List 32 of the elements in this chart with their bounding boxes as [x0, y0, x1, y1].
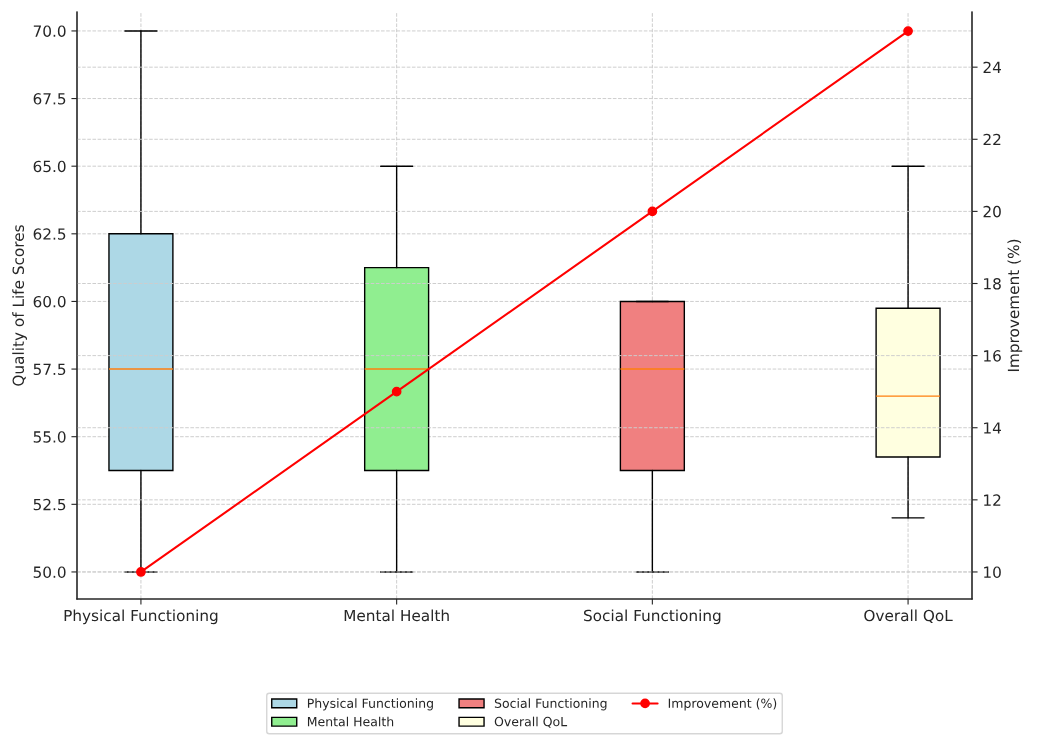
x-tick-label: Social Functioning	[583, 609, 721, 625]
legend-label: Mental Health	[307, 716, 394, 727]
legend-label: Physical Functioning	[307, 698, 433, 711]
y-tick-label: 52.5	[33, 498, 66, 511]
legend-label: Social Functioning	[494, 698, 607, 711]
y2-tick-label: 20	[983, 205, 1001, 218]
legend-label: Overall QoL	[494, 716, 568, 728]
y2-tick-label: 18	[984, 277, 1001, 290]
y2-tick-label: 16	[984, 350, 1001, 362]
legend-label: Improvement (%)	[668, 698, 777, 711]
x-tick-label: Physical Functioning	[64, 609, 218, 625]
point	[647, 206, 658, 217]
point	[136, 567, 146, 577]
x-tick-label: Mental Health	[344, 609, 449, 622]
y-tick-label: 57.5	[33, 363, 66, 376]
y-tick-label: 50.0	[33, 566, 66, 578]
y2-axis-title: Improvement (%)	[1007, 239, 1023, 372]
y-tick-label: 62.5	[33, 228, 66, 240]
y-tick-label: 65.0	[33, 160, 66, 173]
y2-tick-label: 24	[983, 61, 1001, 73]
y2-tick-label: 10	[984, 566, 1001, 578]
y-tick-label: 70.0	[33, 25, 66, 37]
y-tick-label: 60.0	[33, 295, 66, 308]
x-tick-label: Overall QoL	[864, 609, 953, 623]
y-tick-label: 55.0	[33, 431, 66, 443]
y2-tick-label: 22	[983, 133, 1001, 146]
y2-tick-label: 14	[984, 422, 1001, 434]
y2-tick-label: 12	[984, 494, 1001, 506]
y-tick-label: 67.5	[33, 93, 66, 105]
y-axis-title: Quality of Life Scores	[12, 225, 28, 386]
point	[391, 386, 402, 397]
point	[903, 26, 913, 36]
